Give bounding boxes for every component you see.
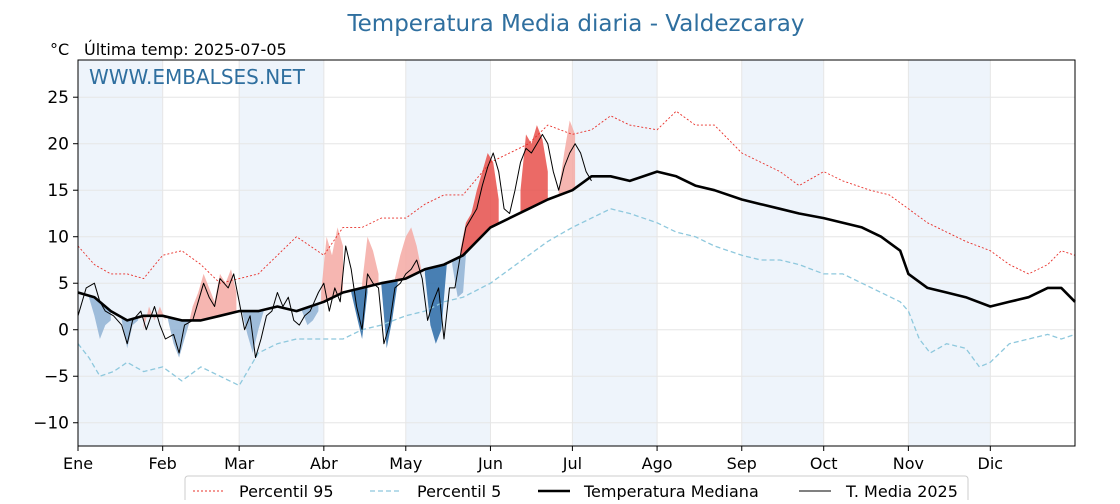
plot-frame: [77, 59, 1076, 447]
x-tick-label: Ene: [63, 454, 93, 473]
series-line-p5: [77, 208, 1076, 387]
cold-anomaly-fill: [424, 263, 447, 344]
legend-label-median: Temperatura Mediana: [583, 482, 759, 500]
watermark: WWW.EMBALSES.NET: [89, 65, 306, 89]
legend-box: [184, 475, 969, 504]
x-tick-label: Mar: [224, 454, 255, 473]
x-tick-label: Sep: [727, 454, 757, 473]
cold-anomaly-fill: [241, 309, 264, 353]
legend-label-p5: Percentil 5: [417, 482, 501, 500]
x-tick-label: Jul: [562, 454, 582, 473]
x-tick-label: Abr: [310, 454, 338, 473]
legend-label-year: T. Media 2025: [845, 482, 958, 500]
legend: Percentil 95 Percentil 5 Temperatura Med…: [184, 475, 969, 504]
series-line-median: [77, 170, 1076, 322]
warm-anomaly-fill: [321, 227, 343, 303]
x-tick-label: Dic: [978, 454, 1004, 473]
x-axis: Ene Feb Mar Abr May Jun Jul Ago Sep Oct Nov Dic: [63, 446, 1003, 473]
warm-anomaly-fill: [394, 227, 423, 281]
y-tick-label: 20: [47, 135, 69, 155]
warm-anomaly-fill: [460, 153, 499, 257]
warm-anomaly-fill: [520, 125, 548, 213]
y-axis: −10 −5 0 5 10 15 20 25: [33, 88, 78, 434]
series-line-p95: [77, 110, 1076, 284]
y-tick-label: 5: [58, 274, 69, 294]
y-tick-label: 15: [47, 181, 69, 201]
unit-label: °C: [50, 40, 69, 59]
cold-anomaly-fill: [88, 295, 111, 339]
series-line-year: [77, 133, 592, 359]
x-tick-label: Nov: [893, 454, 924, 473]
month-shade-may: [405, 60, 491, 446]
y-tick-label: 0: [58, 321, 69, 341]
warm-anomaly-fill: [143, 306, 166, 330]
month-shade-mar: [239, 60, 324, 446]
month-shade-jul: [572, 60, 658, 446]
x-tick-label: Oct: [810, 454, 838, 473]
series-lines: [77, 110, 1076, 387]
y-tick-label: 10: [47, 228, 69, 248]
last-temp-label: Última temp: 2025-07-05: [84, 40, 287, 59]
y-tick-label: 25: [47, 88, 69, 108]
month-shade-ene: [78, 60, 163, 446]
chart-title: Temperatura Media diaria - Valdezcaray: [347, 11, 805, 37]
y-tick-label: −5: [44, 367, 69, 387]
anomaly-fills: [88, 120, 576, 358]
y-tick-label: −10: [33, 414, 69, 434]
month-shade-nov: [908, 60, 991, 446]
x-tick-label: Ago: [642, 454, 673, 473]
x-tick-label: Feb: [149, 454, 177, 473]
warm-anomaly-fill: [362, 236, 379, 288]
x-tick-label: Jun: [477, 454, 503, 473]
cold-anomaly-fill: [452, 252, 466, 298]
x-tick-label: May: [389, 454, 422, 473]
warm-anomaly-fill: [558, 120, 576, 196]
legend-label-p95: Percentil 95: [239, 482, 334, 500]
month-shading: [78, 60, 991, 446]
month-shade-sep: [741, 60, 824, 446]
